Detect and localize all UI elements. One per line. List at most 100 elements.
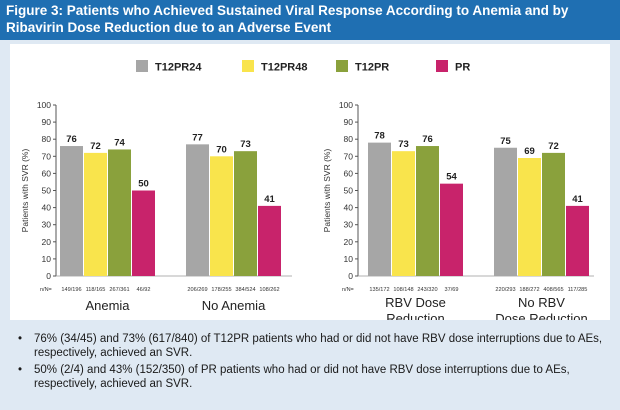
n-count-label: 178/255	[211, 287, 231, 293]
bar	[258, 205, 281, 276]
bar-value-label: 77	[192, 132, 203, 143]
y-tick-label: 60	[344, 168, 354, 178]
legend-label: T12PR48	[261, 62, 307, 74]
n-count-label: 108/148	[393, 287, 413, 293]
bar-value-label: 72	[548, 141, 559, 152]
note-text: 50% (2/4) and 43% (152/350) of PR patien…	[34, 364, 570, 390]
note-item: • 50% (2/4) and 43% (152/350) of PR pati…	[14, 363, 610, 391]
bar	[518, 158, 541, 276]
bar-value-label: 73	[240, 139, 251, 150]
legend-label: T12PR	[355, 62, 389, 74]
category-label: No RBV	[518, 295, 565, 310]
legend-swatch	[336, 60, 348, 72]
bullet-icon: •	[18, 364, 23, 376]
bar	[132, 190, 155, 276]
n-count-label: 108/262	[259, 287, 279, 293]
y-tick-label: 10	[42, 254, 52, 264]
y-tick-label: 60	[42, 168, 52, 178]
y-tick-label: 50	[344, 186, 354, 196]
bar-value-label: 72	[90, 141, 101, 152]
n-prefix-label: n/N=	[342, 287, 354, 293]
y-tick-label: 40	[42, 203, 52, 213]
n-count-label: 243/320	[417, 287, 437, 293]
note-text: 76% (34/45) and 73% (617/840) of T12PR p…	[34, 333, 603, 359]
bar	[210, 156, 233, 276]
legend-swatch	[242, 60, 254, 72]
category-label: No Anemia	[202, 298, 266, 313]
bar-value-label: 41	[572, 194, 583, 205]
n-count-label: 135/172	[369, 287, 389, 293]
y-tick-label: 20	[42, 237, 52, 247]
y-tick-label: 90	[42, 117, 52, 127]
bar	[440, 183, 463, 276]
bar	[368, 142, 391, 276]
bar-value-label: 69	[524, 146, 535, 157]
legend-swatch	[136, 60, 148, 72]
bar-value-label: 70	[216, 144, 227, 155]
n-count-label: 206/269	[187, 287, 207, 293]
y-tick-label: 70	[42, 151, 52, 161]
figure-header: Figure 3: Patients who Achieved Sustaine…	[0, 0, 620, 40]
y-tick-label: 100	[339, 100, 353, 110]
note-item: • 76% (34/45) and 73% (617/840) of T12PR…	[14, 332, 610, 360]
y-tick-label: 100	[37, 100, 51, 110]
legend-label: T12PR24	[155, 62, 202, 74]
n-count-label: 46/92	[137, 287, 151, 293]
y-tick-label: 40	[344, 203, 354, 213]
bar-value-label: 76	[422, 134, 433, 145]
bar-value-label: 54	[446, 172, 457, 183]
bar-value-label: 75	[500, 136, 511, 147]
bar	[494, 147, 517, 276]
figure-title-line2: Ribavirin Dose Reduction due to an Adver…	[6, 20, 332, 35]
bar-value-label: 74	[114, 137, 125, 148]
y-tick-label: 80	[344, 134, 354, 144]
n-count-label: 117/285	[568, 287, 588, 293]
bar	[186, 144, 209, 276]
category-label: RBV Dose	[385, 295, 446, 310]
category-label: Reduction	[386, 311, 445, 320]
y-tick-label: 0	[348, 271, 353, 281]
y-axis-label: Patients with SVR (%)	[20, 149, 30, 233]
bar	[566, 205, 589, 276]
n-count-label: 267/361	[109, 287, 129, 293]
n-count-label: 149/196	[61, 287, 81, 293]
y-tick-label: 90	[344, 117, 354, 127]
n-prefix-label: n/N=	[40, 287, 52, 293]
bar-value-label: 78	[374, 131, 385, 142]
n-count-label: 384/524	[235, 287, 255, 293]
category-label: Anemia	[85, 298, 130, 313]
bar-value-label: 73	[398, 139, 409, 150]
figure-title-line1: Figure 3: Patients who Achieved Sustaine…	[6, 3, 569, 18]
n-count-label: 220/293	[495, 287, 515, 293]
category-label: Dose Reduction	[495, 311, 588, 320]
bullet-icon: •	[18, 333, 23, 345]
bar-value-label: 41	[264, 194, 275, 205]
y-tick-label: 20	[344, 237, 354, 247]
y-tick-label: 50	[42, 186, 52, 196]
y-tick-label: 30	[42, 220, 52, 230]
y-axis-label: Patients with SVR (%)	[322, 149, 332, 233]
y-tick-label: 80	[42, 134, 52, 144]
bar-value-label: 76	[66, 134, 77, 145]
bar	[84, 152, 107, 276]
legend-swatch	[436, 60, 448, 72]
bar	[234, 151, 257, 276]
bar	[108, 149, 131, 276]
bar	[542, 152, 565, 276]
bar-value-label: 50	[138, 179, 149, 190]
y-tick-label: 70	[344, 151, 354, 161]
y-tick-label: 30	[344, 220, 354, 230]
y-tick-label: 10	[344, 254, 354, 264]
svr-bar-charts: T12PR24 T12PR48 T12PR PR 0 10 20 30 40 50 60 70 80 90…	[20, 60, 594, 320]
n-count-label: 37/69	[445, 287, 459, 293]
n-count-label: 188/272	[519, 287, 539, 293]
n-count-label: 408/565	[543, 287, 563, 293]
n-count-label: 118/165	[86, 287, 106, 293]
y-tick-label: 0	[46, 271, 51, 281]
legend-label: PR	[455, 62, 470, 74]
bar	[60, 146, 83, 276]
chart-panel: T12PR24 T12PR48 T12PR PR 0 10 20 30 40 50 60 70 80 90…	[10, 44, 610, 320]
bar	[392, 151, 415, 276]
notes-list: • 76% (34/45) and 73% (617/840) of T12PR…	[14, 332, 610, 394]
bar	[416, 146, 439, 276]
